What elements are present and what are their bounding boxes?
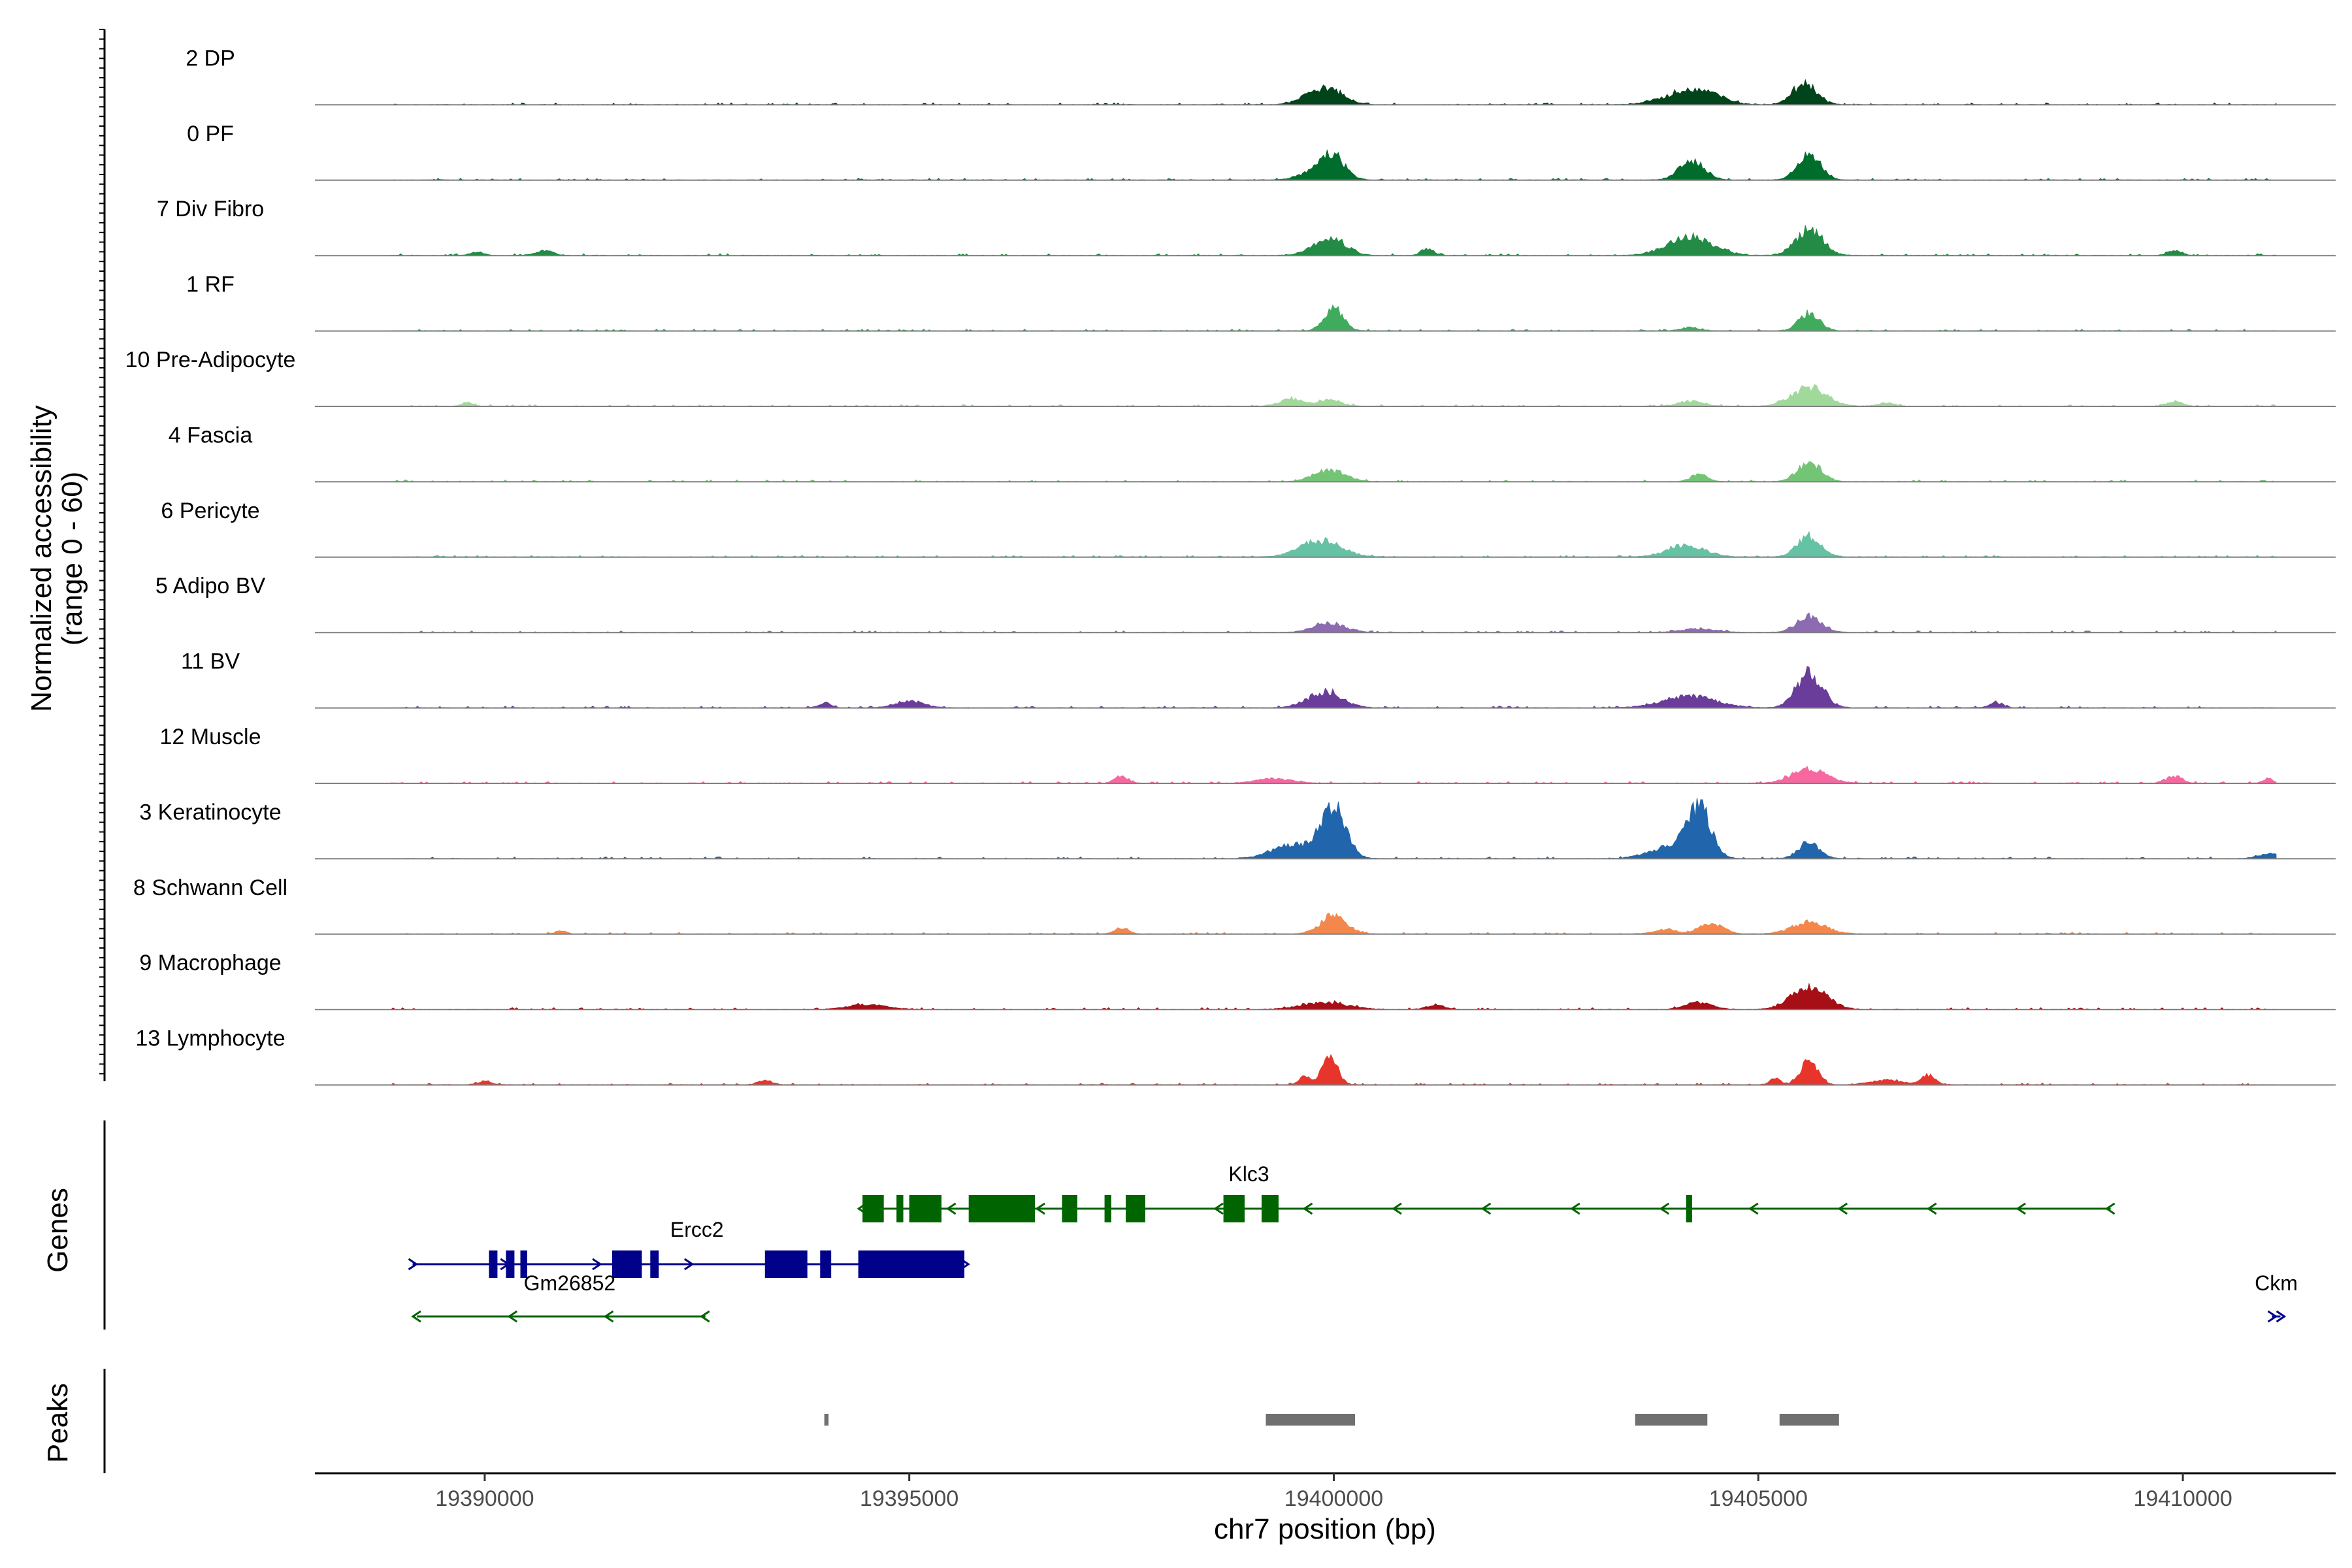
gene-exon (1062, 1195, 1077, 1222)
gene-exon (506, 1250, 515, 1278)
coverage-y-axis-ticks (99, 29, 105, 1075)
track-11: 8 Schwann Cell (133, 875, 2336, 935)
peak-region (1635, 1414, 1708, 1426)
track-0: 2 DP (186, 46, 2336, 106)
gene-strand-arrow (411, 1310, 421, 1323)
gene-exon (1126, 1195, 1145, 1222)
gene-exon (650, 1250, 659, 1278)
gene-strand-arrow (1035, 1202, 1045, 1215)
track-label: 7 Div Fibro (157, 197, 264, 221)
peak-region (1266, 1414, 1355, 1426)
coverage-tracks: 2 DP 0 PF 7 Div Fibro 1 RF 10 Pre-Adipocyte 4… (125, 46, 2336, 1086)
track-3: 1 RF (186, 272, 2336, 332)
gene-strand-arrow (2104, 1202, 2115, 1215)
gene-strand-arrow (603, 1310, 614, 1323)
track-label: 6 Pericyte (161, 498, 259, 523)
gene-exon (612, 1250, 642, 1278)
gene-exon (968, 1195, 1036, 1222)
gene-strand-arrow (683, 1258, 694, 1271)
gene-strand-arrow (1480, 1202, 1492, 1215)
gene-label: Ckm (2255, 1271, 2298, 1295)
gene-exon (858, 1250, 965, 1278)
gene-strand-arrow (2276, 1310, 2287, 1323)
track-8: 11 BV (181, 649, 2336, 709)
track-9: 12 Muscle (160, 725, 2336, 784)
track-7: 5 Adipo BV (155, 574, 2336, 634)
track-5: 4 Fascia (169, 423, 2336, 483)
x-axis-ticks: 19390000 19395000 19400000 19405000 19410000 (435, 1473, 2232, 1511)
gene-strand-arrow (1302, 1202, 1313, 1215)
gene-exon (1686, 1195, 1692, 1222)
track-label: 12 Muscle (160, 725, 261, 749)
gene-exon (820, 1250, 832, 1278)
gene-strand-arrow (1837, 1202, 1848, 1215)
gene-strand-arrow (1392, 1202, 1402, 1215)
track-10: 3 Keratinocyte (139, 798, 2336, 860)
x-axis-title: chr7 position (bp) (1214, 1513, 1436, 1545)
gene-strand-arrow (408, 1258, 419, 1271)
gene-exon (1262, 1195, 1279, 1222)
track-1: 0 PF (187, 122, 2336, 181)
gene-label: Ercc2 (670, 1218, 724, 1241)
track-label: 11 BV (181, 649, 240, 674)
gene-exon (520, 1250, 527, 1278)
gene-ercc2: Ercc2 (408, 1218, 970, 1278)
gene-strand-arrow (2267, 1310, 2278, 1323)
gene-strand-arrow (592, 1258, 602, 1271)
track-13: 13 Lymphocyte (135, 1026, 2336, 1086)
peak-region (824, 1414, 829, 1426)
gene-label: Klc3 (1228, 1162, 1269, 1186)
track-label: 9 Macrophage (139, 951, 281, 975)
genes-panel-label: Genes (42, 1188, 74, 1273)
track-6: 6 Pericyte (161, 498, 2336, 558)
gene-strand-arrow (945, 1202, 956, 1215)
x-tick-label: 19410000 (2133, 1486, 2232, 1511)
gene-exon (909, 1195, 942, 1222)
gene-strand-arrow (1748, 1202, 1759, 1215)
x-tick-label: 19400000 (1284, 1486, 1383, 1511)
gene-strand-arrow (1659, 1202, 1670, 1215)
gene-exon (1104, 1195, 1111, 1222)
gene-exon (862, 1195, 884, 1222)
y-axis-title-line1: Normalized accessibility (25, 405, 57, 711)
track-label: 2 DP (186, 46, 235, 71)
gene-strand-arrow (507, 1310, 518, 1323)
track-label: 0 PF (187, 122, 234, 146)
track-label: 5 Adipo BV (155, 574, 266, 598)
track-2: 7 Div Fibro (157, 197, 2336, 257)
gene-strand-arrow (1926, 1202, 1937, 1215)
genes-panel: Klc3 Ercc2 Gm26852 Ckm (408, 1162, 2298, 1323)
track-label: 10 Pre-Adipocyte (125, 348, 296, 372)
track-label: 8 Schwann Cell (133, 875, 287, 900)
track-4: 10 Pre-Adipocyte (125, 348, 2336, 407)
track-label: 4 Fascia (169, 423, 253, 448)
gene-strand-arrow (1213, 1202, 1224, 1215)
gene-exon (489, 1250, 498, 1278)
track-label: 13 Lymphocyte (135, 1026, 285, 1051)
x-tick-label: 19395000 (860, 1486, 958, 1511)
gene-strand-arrow (2016, 1202, 2026, 1215)
y-axis-title-line2: (range 0 - 60) (56, 472, 88, 646)
gene-ckm: Ckm (2255, 1271, 2298, 1323)
peaks-panel-label: Peaks (42, 1383, 74, 1463)
gene-gm26852: Gm26852 (411, 1271, 710, 1323)
track-12: 9 Macrophage (139, 951, 2336, 1011)
track-label: 3 Keratinocyte (139, 800, 281, 825)
gene-klc3: Klc3 (857, 1162, 2115, 1222)
gene-exon (896, 1195, 904, 1222)
gene-strand-arrow (1570, 1202, 1580, 1215)
track-label: 1 RF (186, 272, 235, 297)
gene-strand-arrow (700, 1310, 710, 1323)
peak-region (1779, 1414, 1839, 1426)
peaks-panel (824, 1414, 1839, 1426)
gene-label: Gm26852 (524, 1271, 616, 1295)
gene-exon (764, 1250, 808, 1278)
x-tick-label: 19405000 (1709, 1486, 1808, 1511)
x-tick-label: 19390000 (435, 1486, 534, 1511)
gene-exon (1223, 1195, 1245, 1222)
